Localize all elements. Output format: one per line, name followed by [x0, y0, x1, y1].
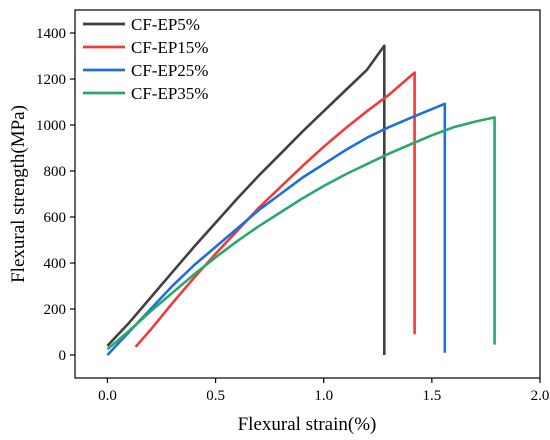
y-axis-title: Flexural strength(MPa)	[8, 105, 29, 283]
series-line-cf-ep15	[134, 71, 416, 348]
y-tick-label: 1400	[36, 26, 66, 42]
y-tick-label: 0	[59, 348, 67, 364]
legend-label: CF-EP35%	[131, 84, 208, 103]
plot-frame	[74, 9, 541, 379]
y-tick-label: 800	[44, 164, 67, 180]
x-tick-label: 2.0	[531, 388, 550, 404]
legend-label: CF-EP5%	[131, 15, 200, 34]
y-tick-label: 1200	[36, 72, 66, 88]
x-tick-label: 0.5	[206, 388, 225, 404]
y-tick-label: 200	[44, 302, 67, 318]
series-layer	[106, 44, 496, 356]
series-line-cf-ep5	[106, 44, 386, 355]
legend: CF-EP5% CF-EP15% CF-EP25% CF-EP35%	[83, 15, 208, 103]
x-axis: 0.0 0.5 1.0 1.5 2.0	[98, 378, 549, 404]
series-line-cf-ep35	[106, 116, 496, 351]
series-line-cf-ep25	[106, 102, 447, 356]
y-tick-label: 400	[44, 256, 67, 272]
x-tick-label: 1.5	[422, 388, 441, 404]
y-tick-label: 1000	[36, 118, 66, 134]
y-axis: 0 200 400 600 800 1000 1200 1400	[36, 26, 75, 364]
legend-label: CF-EP15%	[131, 38, 208, 57]
legend-label: CF-EP25%	[131, 61, 208, 80]
x-tick-label: 0.0	[98, 388, 117, 404]
x-tick-label: 1.0	[314, 388, 333, 404]
y-tick-label: 600	[44, 210, 67, 226]
x-axis-title: Flexural strain(%)	[238, 414, 377, 435]
